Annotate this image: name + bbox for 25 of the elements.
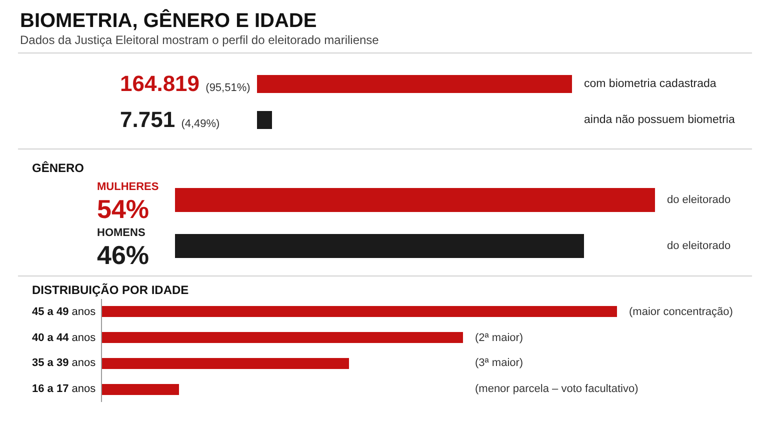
y-tick-label: MULHERES	[97, 181, 159, 193]
y-tick-label: 40 a 44 anos	[32, 332, 96, 344]
bar	[102, 358, 349, 369]
chart-subtitle: Dados da Justiça Eleitoral mostram o perfil do eleitorado mariliense	[20, 33, 380, 47]
y-tick-label: 16 a 17 anos	[32, 383, 96, 395]
y-tick-label: 35 a 39 anos	[32, 357, 96, 369]
bar	[102, 332, 463, 343]
y-tick-label: ainda não possuem biometria	[584, 114, 736, 126]
bar	[102, 306, 617, 317]
y-tick-label: 45 a 49 anos	[32, 306, 96, 318]
chart-title: DISTRIBUIÇÃO POR IDADE	[32, 283, 189, 297]
annotation: (maior concentração)	[629, 306, 733, 318]
annotation: (menor parcela – voto facultativo)	[475, 383, 638, 395]
data-label: 46%	[97, 240, 150, 270]
data-label: 164.819 (95,51%)	[120, 71, 250, 96]
y-tick-label: com biometria cadastrada	[584, 78, 717, 90]
annotation: (3ª maior)	[475, 357, 524, 369]
annotation: (2ª maior)	[475, 332, 524, 344]
y-tick-label: HOMENS	[97, 227, 146, 239]
text: do eleitorado	[667, 240, 731, 252]
bar	[102, 384, 179, 395]
data-label: 7.751 (4,49%)	[120, 107, 220, 132]
text: GÊNERO	[32, 161, 84, 175]
data-label: 54%	[97, 194, 150, 224]
chart-title: BIOMETRIA, GÊNERO E IDADE	[20, 9, 317, 32]
